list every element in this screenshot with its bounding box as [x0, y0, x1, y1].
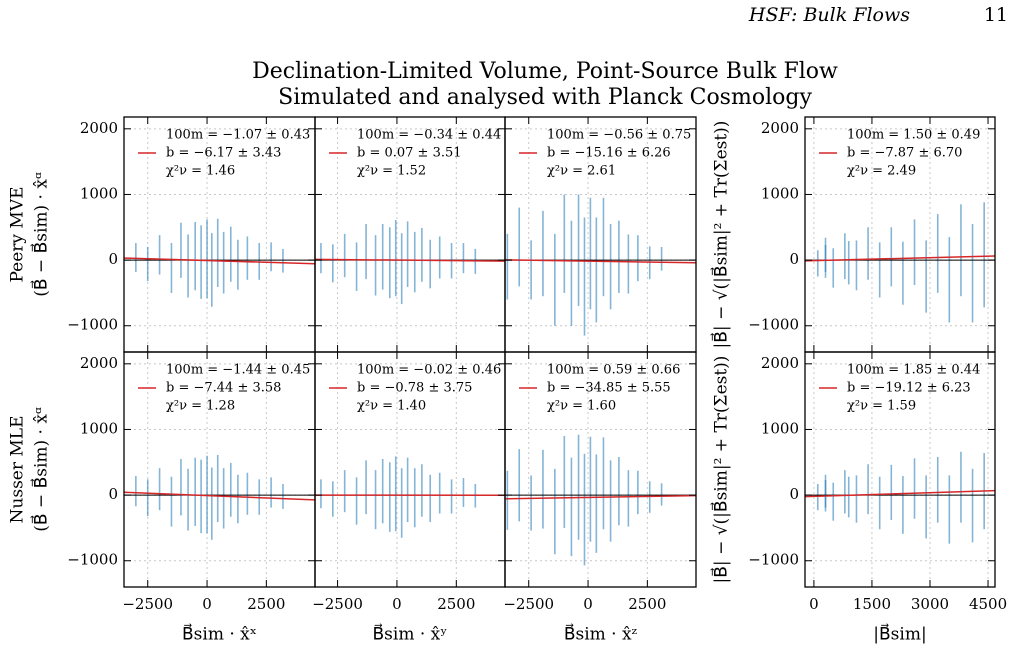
y-axis-label: |B⃗| − √(|B⃗sim|² + Tr(Σest)) — [710, 356, 731, 584]
fit-annotation: χ²ν = 1.40 — [357, 399, 426, 414]
y-tick-label: −1000 — [67, 316, 118, 334]
panel-frame — [504, 351, 697, 588]
fit-line — [505, 494, 696, 500]
y-tick-label: 1000 — [761, 419, 799, 437]
x-tick-label: 2500 — [628, 595, 666, 613]
plot-area — [805, 352, 995, 587]
title-line: Declination-Limited Volume, Point-Source… — [252, 59, 838, 84]
plot-area — [805, 117, 995, 352]
y-axis-label: (B⃗ − B⃗sim) · x̂ᵅ — [30, 172, 51, 297]
x-axis-label: B⃗sim · x̂ᶻ — [564, 623, 638, 644]
y-tick-label: −1000 — [748, 551, 799, 569]
fit-line — [124, 491, 315, 501]
plot-area — [505, 352, 696, 587]
plot-area — [315, 117, 505, 352]
fit-annotation: 100m = −0.56 ± 0.75 — [547, 128, 691, 143]
fit-annotation: b = −7.44 ± 3.58 — [166, 381, 281, 396]
x-tick-label: −2500 — [503, 595, 554, 613]
fit-annotation: 100m = −0.02 ± 0.46 — [357, 363, 501, 378]
fit-annotation: b = −19.12 ± 6.23 — [847, 381, 971, 396]
fit-line — [315, 258, 505, 262]
x-axis-label: B⃗sim · x̂ˣ — [182, 623, 257, 644]
row-label: Nusser MLE — [8, 416, 28, 524]
x-axis-label: B⃗sim · x̂ʸ — [373, 623, 448, 644]
fit-annotation: 100m = −1.07 ± 0.43 — [166, 128, 310, 143]
x-axis-label: |B⃗sim| — [873, 623, 926, 644]
x-tick-label: 1500 — [853, 595, 891, 613]
fit-annotation: 100m = 1.50 ± 0.49 — [847, 128, 980, 143]
fit-annotation: b = −34.85 ± 5.55 — [547, 381, 671, 396]
fit-annotation: b = −6.17 ± 3.43 — [166, 146, 281, 161]
y-tick-label: −1000 — [748, 316, 799, 334]
fit-line — [505, 259, 696, 264]
fit-annotation: 100m = −0.34 ± 0.44 — [357, 128, 501, 143]
plot-area — [124, 117, 315, 352]
x-tick-label: −2500 — [122, 595, 173, 613]
y-tick-label: 1000 — [761, 184, 799, 202]
y-tick-label: 0 — [108, 250, 118, 268]
fit-annotation: χ²ν = 1.46 — [166, 164, 235, 179]
fit-annotation: 100m = 1.85 ± 0.44 — [847, 363, 980, 378]
fit-annotation: 100m = 0.59 ± 0.66 — [547, 363, 680, 378]
y-tick-label: 1000 — [80, 419, 118, 437]
panel-frame — [804, 351, 996, 588]
x-tick-label: 2500 — [437, 595, 475, 613]
fit-annotation: b = −0.78 ± 3.75 — [357, 381, 472, 396]
fit-annotation: 100m = −1.44 ± 0.45 — [166, 363, 310, 378]
x-tick-label: 0 — [583, 595, 593, 613]
y-tick-label: 2000 — [761, 119, 799, 137]
fit-line — [805, 255, 995, 262]
y-tick-label: 2000 — [761, 354, 799, 372]
fit-annotation: χ²ν = 2.61 — [547, 164, 616, 179]
y-tick-label: 0 — [108, 485, 118, 503]
fit-annotation: χ²ν = 1.28 — [166, 399, 235, 414]
plot-area — [124, 352, 315, 587]
x-tick-label: 4500 — [969, 595, 1007, 613]
y-tick-label: 2000 — [80, 354, 118, 372]
fit-line — [124, 257, 315, 265]
title-line: Simulated and analysed with Planck Cosmo… — [278, 85, 812, 110]
fit-annotation: χ²ν = 1.59 — [847, 399, 916, 414]
fit-annotation: χ²ν = 2.49 — [847, 164, 916, 179]
x-tick-label: 2500 — [247, 595, 285, 613]
plot-area — [315, 352, 505, 587]
running-head: HSF: Bulk Flows — [748, 4, 910, 26]
fit-annotation: b = −7.87 ± 6.70 — [847, 146, 962, 161]
x-tick-label: 0 — [809, 595, 819, 613]
y-tick-label: 2000 — [80, 119, 118, 137]
y-tick-label: 0 — [789, 250, 799, 268]
y-tick-label: −1000 — [67, 551, 118, 569]
page-number: 11 — [984, 4, 1008, 26]
x-tick-label: 0 — [392, 595, 402, 613]
y-tick-label: 0 — [789, 485, 799, 503]
y-tick-label: 1000 — [80, 184, 118, 202]
x-tick-label: 0 — [202, 595, 212, 613]
x-tick-label: −2500 — [312, 595, 363, 613]
fit-annotation: b = 0.07 ± 3.51 — [357, 146, 462, 161]
x-tick-label: 3000 — [911, 595, 949, 613]
y-axis-label: (B⃗ − B⃗sim) · x̂ᵅ — [30, 407, 51, 532]
y-axis-label: |B⃗| − √(|B⃗sim|² + Tr(Σest)) — [710, 121, 731, 349]
fit-line — [805, 489, 995, 498]
fit-annotation: χ²ν = 1.52 — [357, 164, 426, 179]
fit-annotation: χ²ν = 1.60 — [547, 399, 616, 414]
fit-annotation: b = −15.16 ± 6.26 — [547, 146, 671, 161]
plot-area — [505, 117, 696, 352]
row-label: Peery MVE — [8, 186, 28, 282]
